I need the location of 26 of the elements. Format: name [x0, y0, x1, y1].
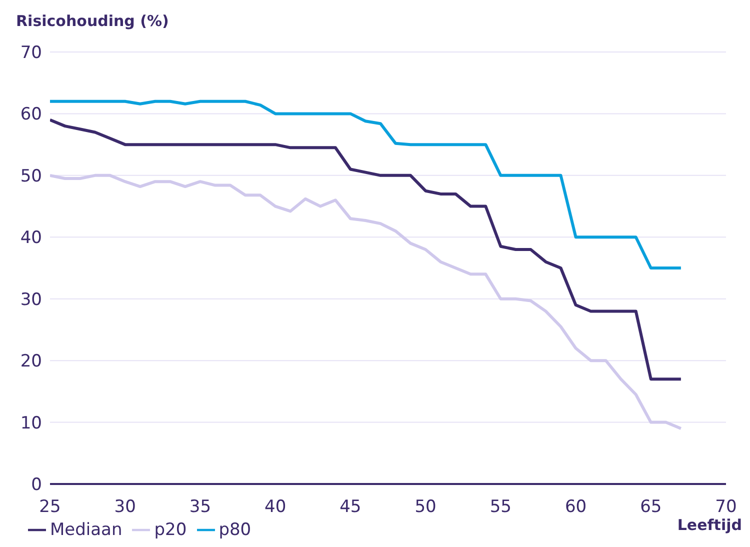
legend-label: Mediaan [50, 520, 122, 540]
x-tick-label: 25 [39, 497, 61, 518]
y-tick-label: 40 [20, 228, 42, 248]
y-tick-label: 0 [31, 475, 42, 496]
y-tick-label: 10 [20, 413, 42, 434]
x-tick-label: 50 [414, 497, 436, 518]
legend-label: p80 [218, 520, 252, 540]
x-tick-label: 65 [640, 497, 662, 518]
y-tick-label: 70 [20, 43, 42, 64]
line-series [50, 174, 682, 430]
line-series [50, 118, 682, 381]
x-tick-label: 30 [114, 497, 136, 518]
x-tick-label: 35 [189, 497, 212, 518]
y-axis-title: Risicohouding (%) [16, 12, 169, 30]
x-tick-label: 40 [264, 497, 286, 518]
y-tick-label: 30 [20, 290, 42, 310]
x-tick-label: 70 [715, 497, 737, 518]
x-tick-label: 60 [564, 497, 587, 518]
y-tick-label: 60 [20, 104, 42, 125]
legend-label: p20 [154, 520, 187, 540]
y-tick-label: 20 [20, 352, 42, 372]
x-tick-label: 55 [490, 497, 512, 518]
x-axis-title: Leeftijd [677, 516, 742, 534]
y-tick-label: 50 [20, 166, 42, 186]
line-series [50, 100, 682, 270]
x-tick-label: 45 [340, 497, 362, 518]
